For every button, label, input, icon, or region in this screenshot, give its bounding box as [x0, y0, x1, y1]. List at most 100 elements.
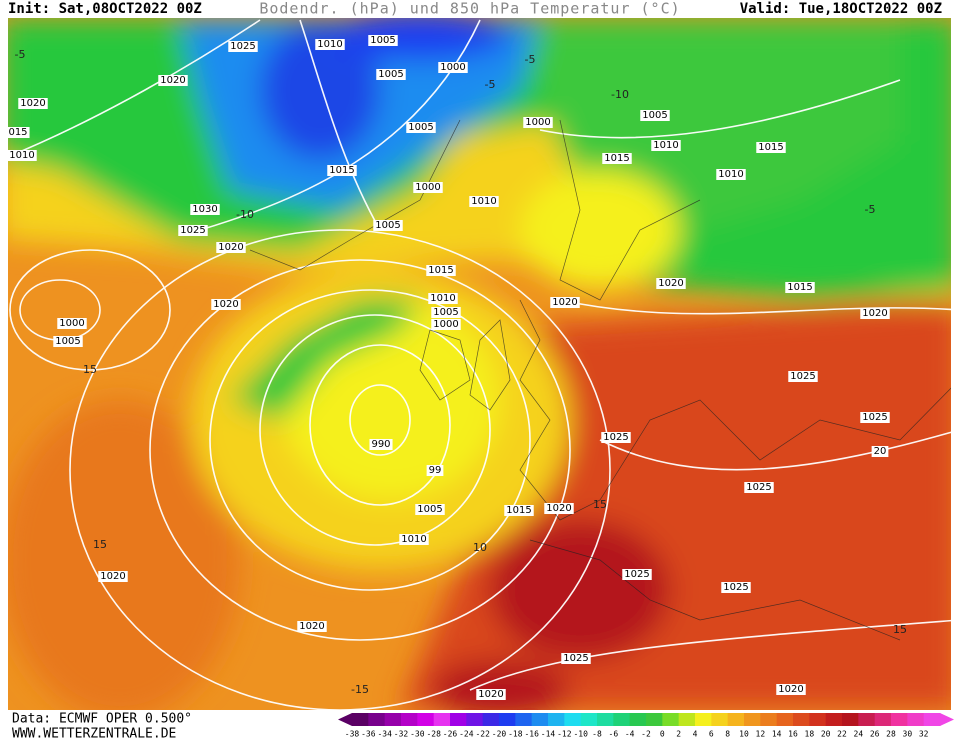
colorbar-segment	[744, 713, 761, 726]
isobar-label-bg	[860, 308, 890, 319]
isobar-label-bg	[561, 653, 591, 664]
isobar-label: 1020	[160, 75, 185, 86]
temperature-label: -15	[351, 683, 369, 696]
colorbar-tick-label: -24	[459, 730, 474, 739]
temperature-label: -10	[236, 208, 254, 221]
isobar-label: 1020	[20, 98, 45, 109]
isobar-label: 015	[8, 127, 27, 138]
isobar-label: 1010	[430, 293, 455, 304]
isobar-label-bg	[413, 182, 443, 193]
isobar-label: 1025	[723, 582, 748, 593]
colorbar-segment	[727, 713, 745, 726]
isobar-label: 1010	[653, 140, 678, 151]
isobar-label: 1025	[603, 432, 628, 443]
isobar-label-bg	[656, 278, 686, 289]
colorbar-tick-label: -18	[508, 730, 523, 739]
colorbar-tick-label: -2	[641, 730, 651, 739]
isobar-label-bg	[6, 127, 30, 138]
colorbar-tick-label: -22	[475, 730, 490, 739]
isobar-label: 1020	[546, 503, 571, 514]
colorbar-segment	[874, 713, 892, 726]
temperature-label: 15	[83, 363, 97, 376]
isobar-label: 990	[371, 439, 390, 450]
colorbar-segment	[646, 713, 663, 726]
isobar-label: 1005	[408, 122, 433, 133]
isobar-label: 1010	[718, 169, 743, 180]
isobar-label: 1010	[471, 196, 496, 207]
temperature-label: 15	[93, 538, 107, 551]
isobar-label-bg	[415, 504, 445, 515]
colorbar-tick-label: 16	[788, 730, 798, 739]
isobar-label: 1000	[59, 318, 84, 329]
isobar-label-bg	[785, 282, 815, 293]
isobar-label-bg	[57, 318, 87, 329]
isobar-label: 1015	[428, 265, 453, 276]
colorbar-segment	[825, 713, 843, 726]
isobar-label: 1025	[624, 569, 649, 580]
isobar-label: 20	[874, 446, 887, 457]
temperature-label: 15	[893, 623, 907, 636]
isobar-label: 1000	[433, 319, 458, 330]
colorbar: -38 -36 -34 -32 -30 -28 -26 -24 -22 -20 -18 -16 -14-…	[338, 713, 954, 739]
colorbar-arrow-right	[940, 713, 954, 726]
colorbar-segment	[711, 713, 729, 726]
isobar-label-bg	[550, 297, 580, 308]
isobar-label: 1020	[299, 621, 324, 632]
isobar-label-bg	[406, 122, 436, 133]
isobar-label-bg	[228, 41, 258, 52]
colorbar-tick-label: 28	[886, 730, 896, 739]
colorbar-segment	[842, 713, 859, 726]
data-source: Data: ECMWF OPER 0.500°	[12, 712, 192, 727]
temperature-label: -5	[865, 203, 876, 216]
isobar-label: 1000	[440, 62, 465, 73]
colorbar-segment	[401, 713, 418, 726]
isobar-label-bg	[504, 505, 534, 516]
isobar-label: 1005	[642, 110, 667, 121]
isobar-label-bg	[369, 439, 393, 450]
colorbar-segment	[907, 713, 925, 726]
temperature-label: 10	[473, 541, 487, 554]
isobar-label-bg	[523, 117, 553, 128]
isobar-label-bg	[211, 299, 241, 310]
isobar-label: 1015	[758, 142, 783, 153]
valid-time: Valid: Tue,18OCT2022 00Z	[740, 1, 942, 17]
colorbar-segment	[695, 713, 712, 726]
isobar-label-bg	[428, 293, 458, 304]
map-title: Bodendr. (hPa) und 850 hPa Temperatur (°…	[259, 0, 680, 18]
colorbar-tick-label: -14	[541, 730, 556, 739]
colorbar-arrow-left	[338, 713, 352, 726]
colorbar-tick-label: 0	[660, 730, 665, 739]
colorbar-segment	[548, 713, 565, 726]
colorbar-segment	[760, 713, 778, 726]
colorbar-tick-label: -12	[557, 730, 572, 739]
colorbar-tick-label: 10	[739, 730, 749, 739]
isobar-label-bg	[640, 110, 670, 121]
colorbar-tick-label: 12	[756, 730, 766, 739]
colorbar-segment	[793, 713, 810, 726]
colorbar-segment	[597, 713, 614, 726]
temperature-label: 15	[593, 498, 607, 511]
colorbar-tick-label: -30	[410, 730, 425, 739]
isobar-label: 1000	[415, 182, 440, 193]
isobar-label-bg	[216, 242, 246, 253]
colorbar-tick-label: -16	[524, 730, 539, 739]
isobar-label: 1025	[563, 653, 588, 664]
isobar-label: 1020	[658, 278, 683, 289]
isobar-label: 1025	[180, 225, 205, 236]
isobar-label: 1020	[218, 242, 243, 253]
colorbar-segment	[515, 713, 533, 726]
colorbar-tick-label: 24	[854, 730, 864, 739]
isobar-label: 1020	[478, 689, 503, 700]
isobar-label: 1020	[552, 297, 577, 308]
isobar-label: 1020	[778, 684, 803, 695]
isobar-label: 1015	[506, 505, 531, 516]
colorbar-tick-label: 14	[772, 730, 782, 739]
isobar-label-bg	[438, 62, 468, 73]
colorbar-segment	[368, 713, 386, 726]
isobar-label-bg	[426, 465, 444, 476]
isobar-label-bg	[315, 39, 345, 50]
map-field	[8, 18, 951, 710]
isobar-label-bg	[158, 75, 188, 86]
colorbar-segment	[580, 713, 598, 726]
